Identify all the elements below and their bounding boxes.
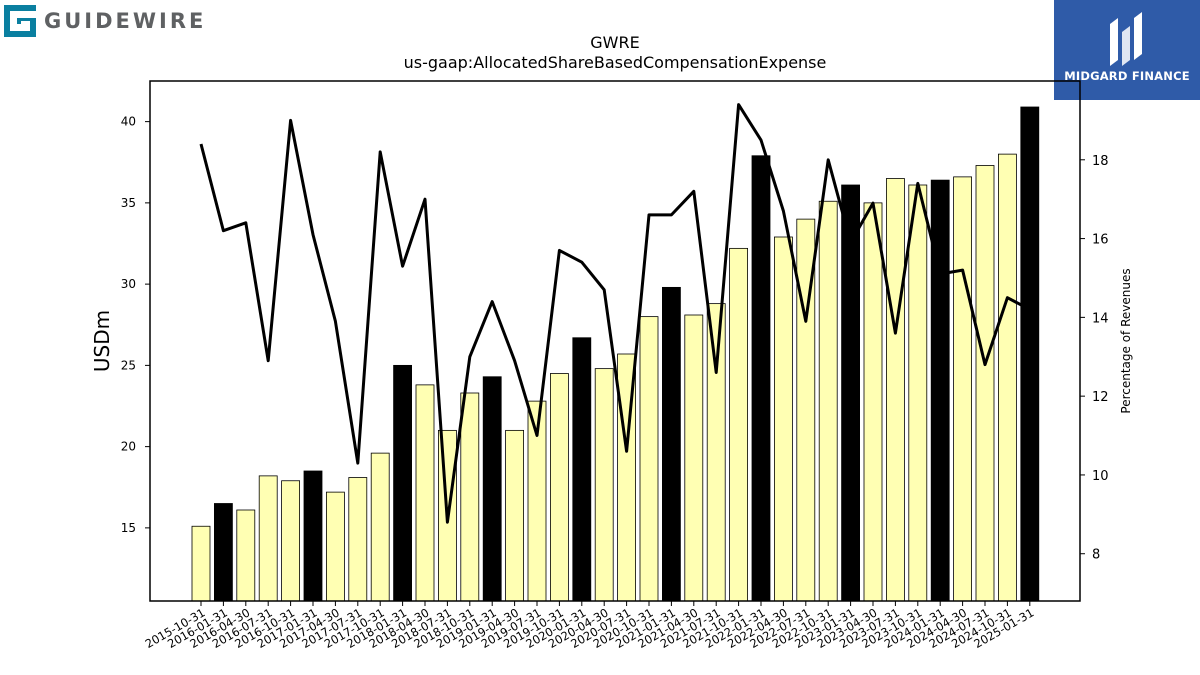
bar-2017-10-31 [370, 452, 390, 602]
bar-2016-04-30 [236, 509, 256, 602]
bar-2023-04-30 [863, 202, 883, 602]
y2-tick-label: 10 [1092, 469, 1109, 484]
midgard-finance-logo: MIDGARD FINANCE [1054, 0, 1200, 100]
y2-tick-label: 16 [1092, 233, 1109, 248]
y2-tick-label: 14 [1092, 311, 1109, 326]
bar-2016-07-31 [258, 475, 278, 602]
bar-2023-01-31 [841, 184, 860, 602]
bar-2025-01-31 [1020, 106, 1040, 602]
bar-2020-04-30 [594, 368, 614, 602]
bar-2024-04-30 [953, 176, 972, 602]
bar-2017-07-31 [348, 477, 368, 602]
y-axis-label: USDm [90, 310, 114, 372]
bar-2022-01-31 [751, 155, 771, 602]
y-tick-label: 15 [121, 521, 136, 535]
y-tick-label: 30 [121, 277, 136, 291]
y-tick-label: 35 [121, 196, 136, 210]
bar-2021-10-31 [729, 247, 748, 602]
bar-2019-01-31 [482, 376, 502, 602]
bar-2023-10-31 [908, 184, 928, 602]
y2-tick-label: 8 [1092, 548, 1100, 563]
bar-2017-04-30 [325, 491, 345, 602]
bar-2015-10-31 [191, 525, 211, 602]
chart-title: GWRE [590, 33, 640, 52]
bar-2021-04-30 [684, 314, 704, 602]
bar-2016-10-31 [281, 480, 301, 602]
plot-frame [149, 80, 1081, 602]
bar-2024-10-31 [998, 153, 1017, 602]
bar-2021-01-31 [662, 286, 681, 602]
guidewire-wordmark: GUIDEWIRE [44, 9, 207, 33]
midgard-mark-icon [1110, 12, 1142, 66]
bar-2017-01-31 [303, 470, 323, 602]
bar-2018-01-31 [393, 364, 413, 602]
guidewire-logo: GUIDEWIRE [4, 4, 206, 38]
bar-2018-10-31 [460, 392, 480, 602]
bar-2022-10-31 [818, 200, 838, 602]
bar-2016-01-31 [213, 503, 233, 602]
percentage-line [199, 103, 1031, 524]
guidewire-mark-icon [4, 5, 36, 37]
y2-tick-label: 18 [1092, 154, 1109, 169]
bar-2019-10-31 [550, 373, 569, 602]
bar-2020-01-31 [572, 337, 592, 602]
bar-2021-07-31 [706, 303, 726, 602]
chart-subtitle: us-gaap:AllocatedShareBasedCompensationE… [403, 53, 827, 72]
y-tick-label: 40 [121, 115, 136, 129]
bar-2020-10-31 [639, 316, 659, 602]
y2-axis-label: Percentage of Revenues [1119, 268, 1133, 413]
bar-2023-07-31 [886, 178, 905, 602]
bar-2024-07-31 [975, 165, 995, 602]
midgard-wordmark: MIDGARD FINANCE [1064, 69, 1190, 83]
bar-2022-04-30 [774, 236, 793, 602]
y-tick-label: 25 [121, 358, 136, 372]
bar-2019-04-30 [505, 429, 525, 602]
y-tick-label: 20 [121, 440, 136, 454]
bar-2018-04-30 [415, 384, 435, 602]
y2-tick-label: 12 [1092, 390, 1109, 405]
